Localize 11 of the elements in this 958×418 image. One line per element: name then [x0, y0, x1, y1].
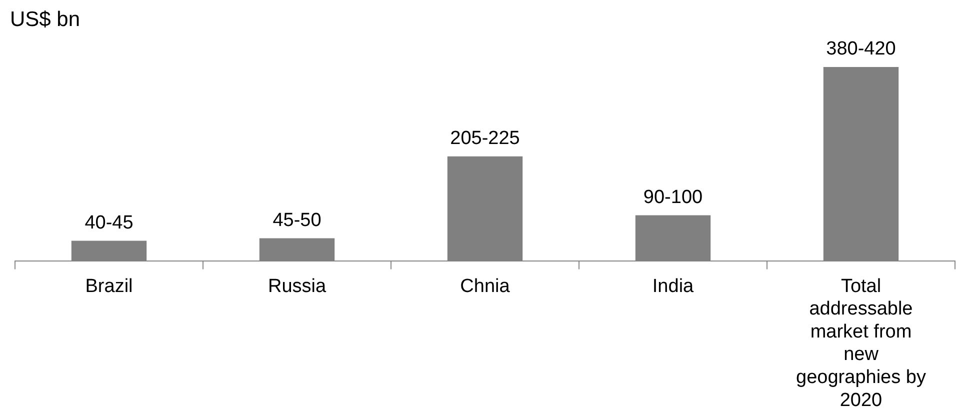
x-tick-label: Russia — [268, 276, 326, 297]
y-axis-title: US$ bn — [10, 8, 80, 32]
x-tick-label: Chnia — [460, 276, 510, 297]
data-label: 40-45 — [84, 212, 134, 234]
data-label: 45-50 — [272, 210, 322, 231]
x-tick-label: Total addressable market from new geographies by 2020 — [796, 276, 926, 411]
x-tick-label: Brazil — [85, 276, 133, 297]
data-label: 205-225 — [450, 128, 520, 150]
x-tick-label: India — [652, 276, 694, 297]
data-label: 90-100 — [643, 186, 703, 208]
data-label: 380-420 — [826, 38, 896, 60]
